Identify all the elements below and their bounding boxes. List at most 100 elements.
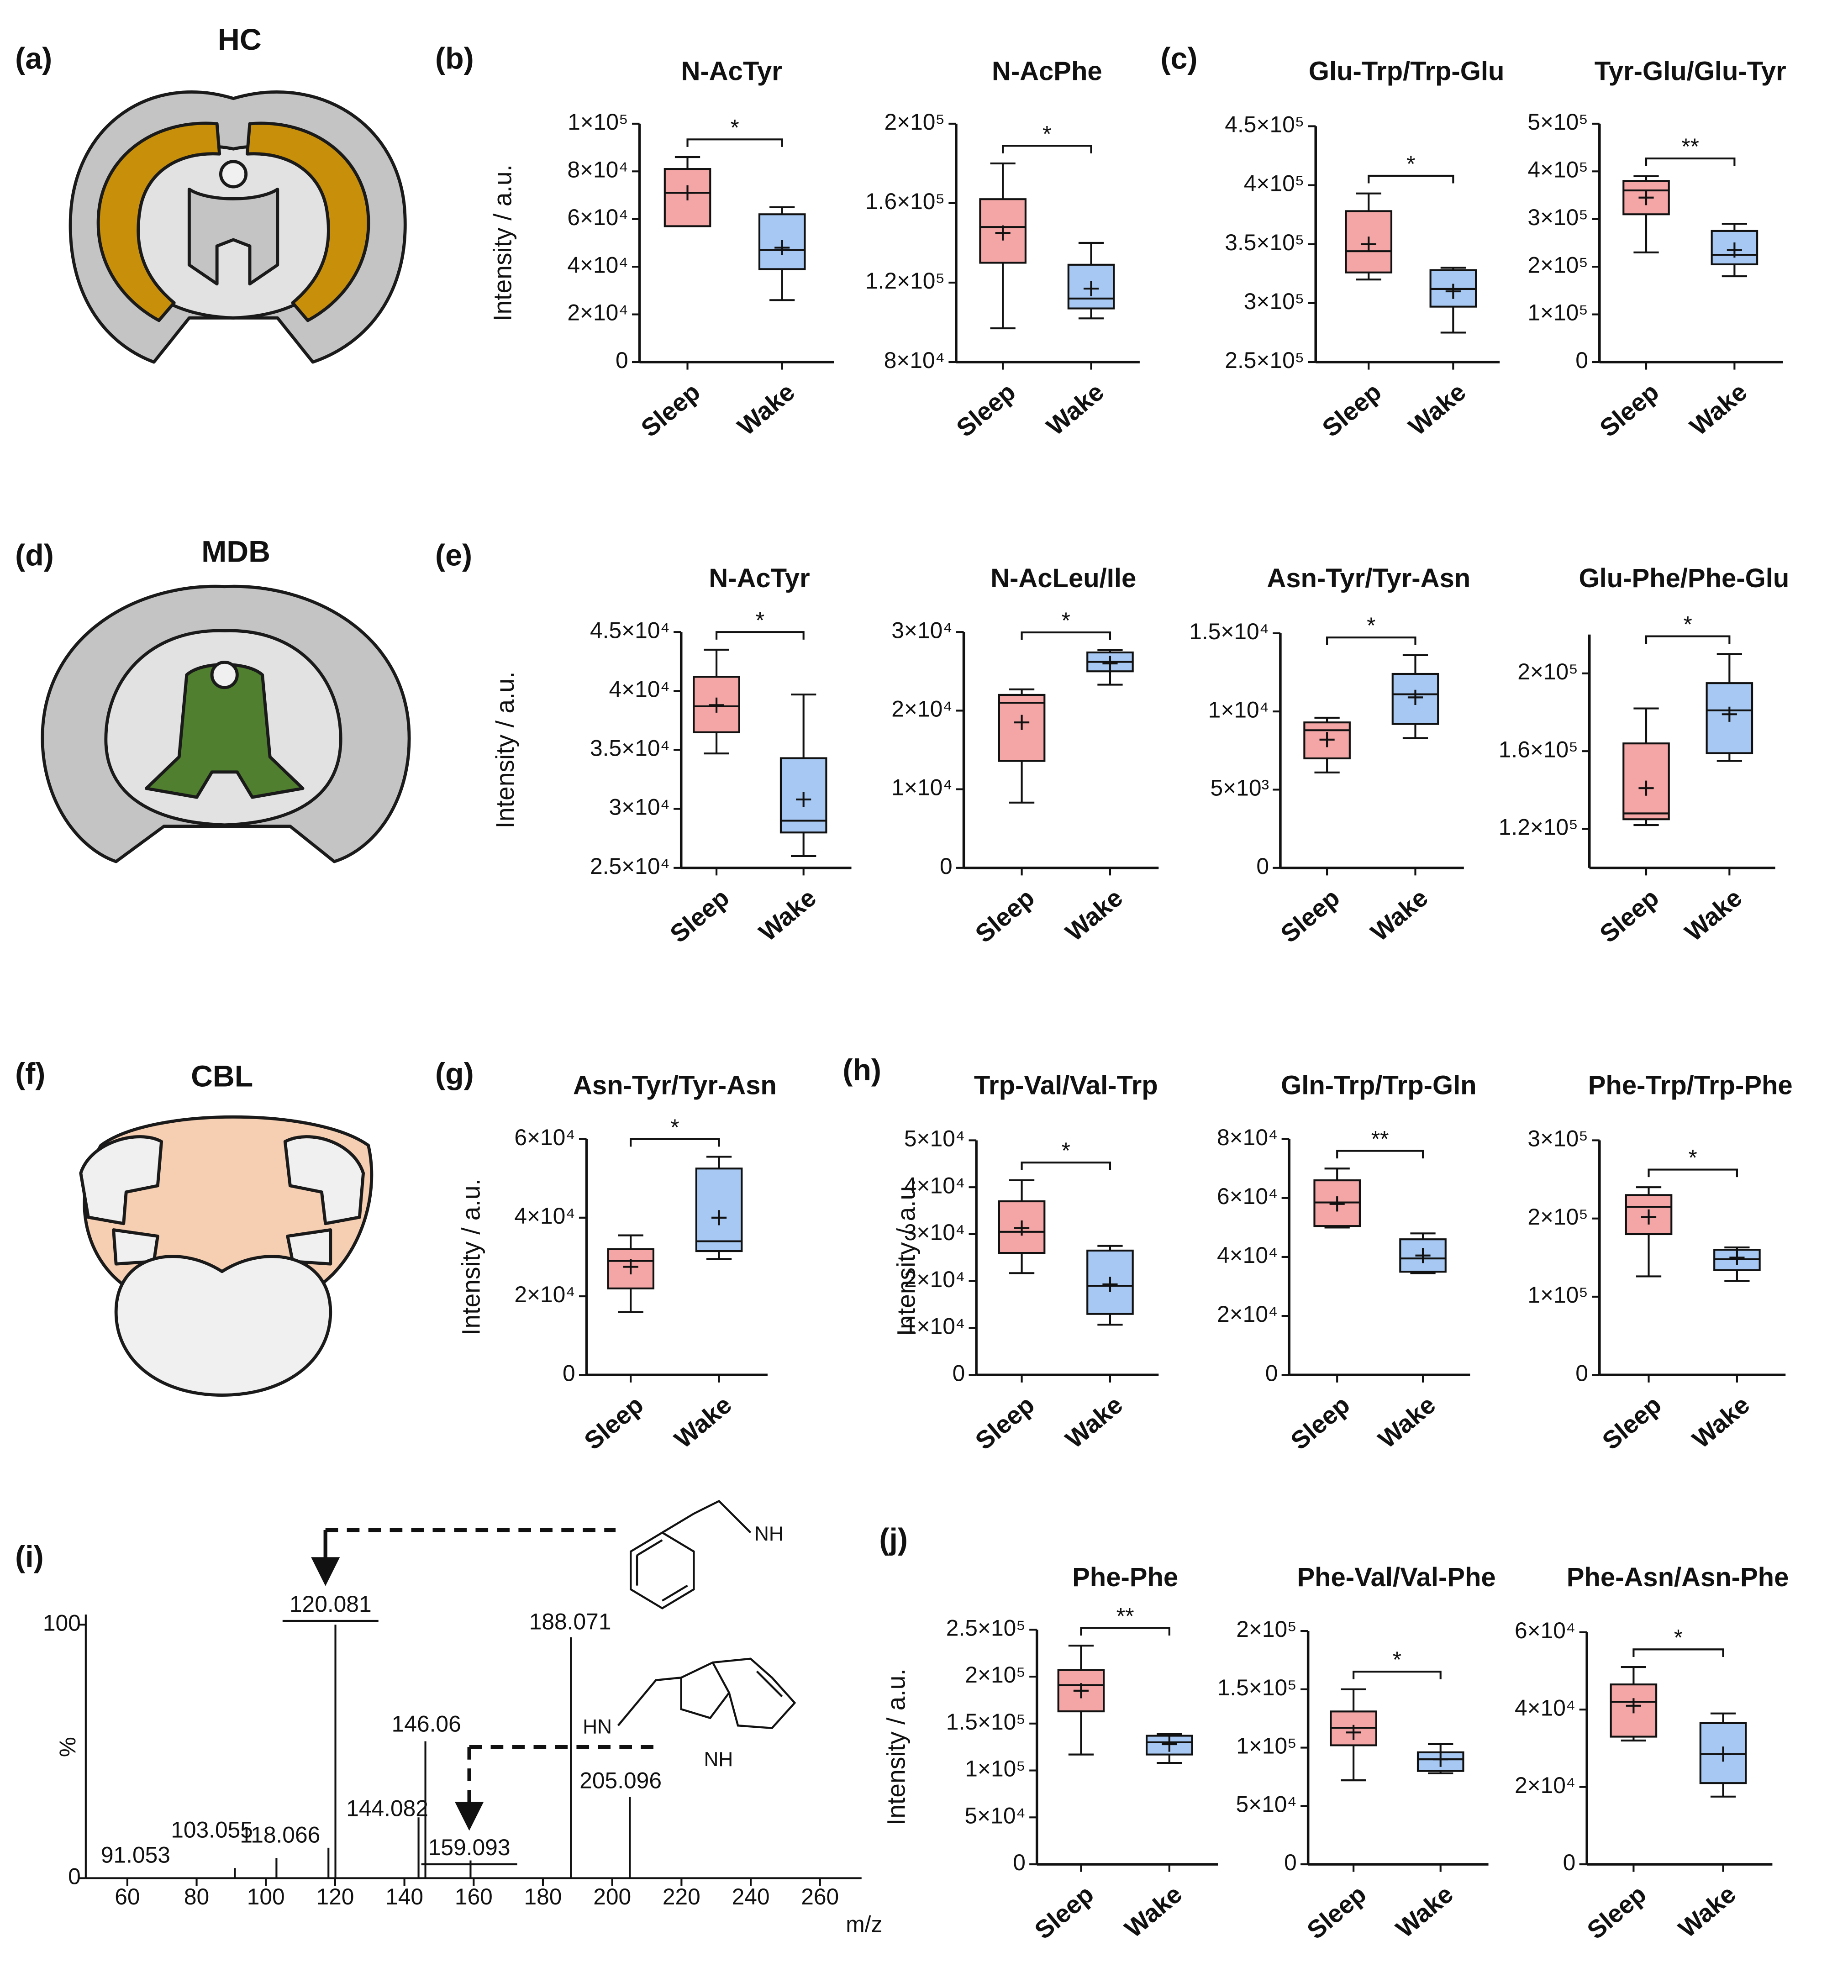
- mean-marker: [679, 185, 695, 200]
- significance-label: *: [756, 607, 764, 633]
- y-tick-label: 0: [1563, 1850, 1576, 1875]
- significance-bracket: [1632, 1648, 1724, 1657]
- x-tick-label: Wake: [1060, 883, 1128, 947]
- panel-label: (c): [1160, 42, 1197, 75]
- significance-bracket: [1648, 1168, 1738, 1178]
- y-tick-label: 0: [1284, 1850, 1297, 1875]
- peak-label: 188.071: [529, 1609, 611, 1635]
- mean-marker: [1433, 1751, 1448, 1767]
- y-tick-label: 5×10⁴: [965, 1803, 1026, 1828]
- y-axis-label: Intensity / a.u.: [491, 672, 519, 829]
- peak-label: 146.06: [392, 1711, 461, 1736]
- y-tick-label: 6×10⁴: [567, 205, 628, 230]
- x-tick-label: 260: [801, 1884, 839, 1909]
- y-tick-label: 8×10⁴: [1217, 1125, 1278, 1150]
- mean-marker: [1641, 1209, 1657, 1225]
- y-tick-label: 0: [1265, 1360, 1278, 1386]
- y-tick-label: 1.5×10⁵: [1217, 1675, 1297, 1700]
- x-tick-label: 240: [732, 1884, 770, 1909]
- y-tick-label: 6×10⁴: [514, 1125, 575, 1150]
- y-tick-label: 5×10³: [1210, 775, 1269, 801]
- mean-marker: [1083, 281, 1099, 296]
- x-tick-label: Wake: [753, 883, 821, 947]
- peak-label: 91.053: [101, 1842, 170, 1868]
- chart-title: Trp-Val/Val-Trp: [974, 1071, 1158, 1100]
- panel-label: (f): [15, 1057, 45, 1091]
- mean-marker: [1407, 689, 1423, 705]
- x-tick-label: Sleep: [1317, 378, 1387, 442]
- x-tick-label: 220: [663, 1884, 700, 1909]
- region-label: MDB: [201, 535, 270, 568]
- structure-label: NH: [704, 1748, 733, 1771]
- y-tick-label: 1.5×10⁴: [1189, 619, 1269, 644]
- y-tick-label: 0: [1013, 1850, 1026, 1875]
- y-tick-label: 1×10⁵: [568, 109, 628, 135]
- mean-marker: [1638, 190, 1654, 205]
- y-tick-label: 1×10⁵: [1236, 1733, 1297, 1759]
- mean-marker: [1626, 1698, 1641, 1714]
- chart-title: Phe-Val/Val-Phe: [1297, 1562, 1495, 1592]
- chart-title: Glu-Trp/Trp-Glu: [1309, 57, 1505, 86]
- x-tick-label: Sleep: [1594, 883, 1664, 948]
- y-tick-label: 1×10⁵: [1527, 1282, 1588, 1308]
- y-tick-label: 4×10⁴: [514, 1203, 575, 1229]
- y-tick-label: 0: [1256, 853, 1269, 879]
- y-tick-label: 0: [563, 1360, 575, 1386]
- x-tick-label: Wake: [1041, 378, 1109, 441]
- mean-marker: [623, 1259, 638, 1275]
- brain-mdb: [41, 584, 411, 863]
- y-tick-label: 8×10⁴: [884, 347, 945, 373]
- chart-title: Asn-Tyr/Tyr-Asn: [573, 1071, 777, 1100]
- significance-bracket: [1336, 1150, 1424, 1159]
- x-tick-label: Wake: [1365, 883, 1433, 947]
- significance-label: **: [1371, 1126, 1389, 1152]
- x-tick-label: Wake: [1060, 1390, 1128, 1454]
- mean-marker: [1014, 1220, 1030, 1236]
- x-tick-label: Wake: [1119, 1880, 1187, 1943]
- y-tick-label: 2×10⁵: [965, 1662, 1026, 1688]
- x-tick-label: 140: [385, 1884, 423, 1909]
- y-tick-label: 3.5×10⁴: [590, 736, 670, 761]
- significance-label: *: [1674, 1625, 1683, 1650]
- y-tick-label: 6×10⁴: [1515, 1618, 1575, 1643]
- structure-labels: NH HN NH: [583, 1523, 784, 1771]
- x-tick-label: 160: [455, 1884, 493, 1909]
- significance-bracket: [1021, 631, 1111, 640]
- x-tick-label: Wake: [1403, 378, 1471, 441]
- y-tick-label: 8×10⁴: [567, 157, 628, 182]
- chart-title: Phe-Trp/Trp-Phe: [1588, 1071, 1793, 1100]
- significance-label: *: [670, 1115, 679, 1140]
- y-tick-label: 4×10⁴: [904, 1173, 965, 1198]
- x-tick-label: 80: [184, 1884, 209, 1909]
- significance-bracket: [1645, 635, 1731, 644]
- y-tick-label: 2×10⁴: [567, 300, 628, 326]
- x-tick-label: Wake: [1373, 1390, 1441, 1454]
- box: [1622, 180, 1670, 216]
- y-tick-label: 0: [953, 1360, 965, 1386]
- x-tick-label: 60: [115, 1884, 140, 1909]
- significance-bracket: [1645, 158, 1736, 166]
- mean-marker: [1727, 242, 1742, 258]
- y-axis-label: Intensity / a.u.: [457, 1178, 485, 1336]
- y-tick-label: 0: [616, 347, 628, 373]
- chart-title: N-AcPhe: [992, 57, 1102, 86]
- y-tick-label: 1×10⁴: [904, 1314, 965, 1339]
- mean-marker: [709, 697, 724, 713]
- x-tick-label: Sleep: [1302, 1880, 1372, 1945]
- x-tick-label: Sleep: [1594, 378, 1664, 442]
- y-tick-label: 2×10⁴: [891, 696, 952, 722]
- significance-bracket: [630, 1138, 720, 1147]
- y-tick-label: 4×10⁵: [1244, 171, 1305, 196]
- y-axis-label: Intensity / a.u.: [882, 1668, 910, 1825]
- x-tick-label: Wake: [1687, 1390, 1755, 1454]
- mean-marker: [1073, 1683, 1089, 1699]
- x-axis-label: m/z: [846, 1912, 882, 1937]
- x-tick-label: Wake: [1680, 883, 1748, 947]
- peak-label: 144.082: [346, 1795, 428, 1821]
- y-axis-label: Intensity / a.u.: [489, 164, 517, 321]
- x-tick-label: Sleep: [970, 883, 1040, 948]
- structure-label: HN: [583, 1715, 612, 1738]
- significance-label: *: [1393, 1647, 1401, 1672]
- y-tick-label: 0: [1575, 347, 1588, 373]
- y-tick-label: 1×10⁵: [965, 1756, 1026, 1782]
